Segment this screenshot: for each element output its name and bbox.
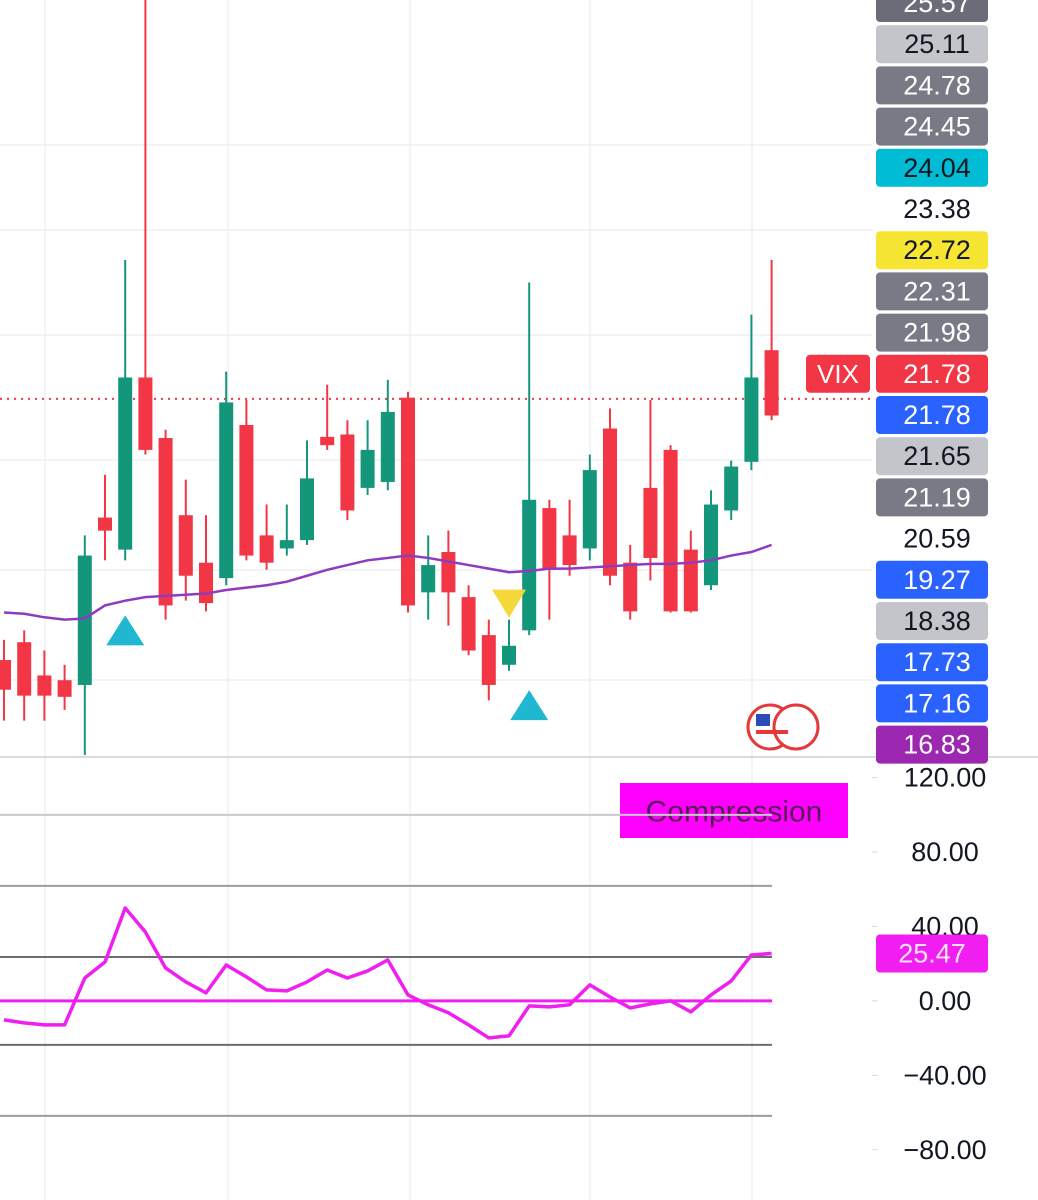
moving-average [3, 543, 773, 621]
price-tag: 21.78 [903, 359, 971, 389]
price-tag-bg [876, 396, 988, 434]
candle-body [0, 660, 11, 690]
price-tag: 17.73 [903, 647, 971, 677]
price-tag: 21.65 [903, 441, 971, 471]
flag-icon [772, 703, 820, 751]
candle-body [199, 562, 213, 604]
price-tag: 21.19 [903, 482, 971, 512]
price-tag-bg [876, 602, 988, 640]
y-tick-label: 120.00 [904, 763, 987, 793]
y-tick-label: −40.00 [903, 1060, 986, 1090]
candle-body [178, 515, 193, 576]
price-tag-bg [876, 437, 988, 476]
price-tag-bg [876, 519, 988, 558]
price-tag-bg [876, 313, 988, 352]
candle-body [320, 436, 335, 446]
price-tag: 25.11 [904, 29, 970, 59]
candle-body [158, 438, 173, 606]
price-tag-bg [876, 107, 988, 146]
candle-body [663, 449, 678, 612]
price-tag: 21.78 [903, 400, 971, 430]
price-tag-bg [876, 560, 988, 599]
price-tag: 20.59 [903, 524, 971, 554]
symbol-tag: VIX [817, 359, 859, 389]
price-tag: 18.38 [903, 606, 971, 636]
price-tag-bg [876, 478, 988, 517]
candle-body [219, 402, 234, 579]
annotation-box [620, 783, 848, 838]
y-tick-label: −80.00 [903, 1135, 986, 1165]
candle-body [421, 565, 436, 593]
y-tick-label: 0.00 [919, 986, 972, 1016]
candle-body [481, 635, 496, 685]
price-tag-bg [876, 148, 988, 187]
candle-body [259, 535, 274, 563]
price-tag-bg [876, 0, 988, 22]
price-tag-bg [876, 190, 988, 228]
candle-body [57, 680, 72, 697]
candle-body [704, 504, 718, 586]
candle-body [744, 377, 759, 462]
candle-body [300, 478, 314, 541]
candle-body [623, 562, 638, 612]
candle-body [582, 470, 597, 549]
candle-body [98, 517, 112, 531]
candle-body [683, 549, 698, 612]
candle-body [502, 645, 516, 665]
price-tag: 23.38 [903, 194, 971, 224]
flag-icons [746, 703, 820, 751]
annotation: Compression [646, 796, 823, 829]
price-tag: 22.31 [903, 276, 971, 306]
candle-body [603, 428, 617, 576]
price-tag: 25.57 [903, 0, 971, 18]
price-tag: 22.72 [903, 235, 971, 265]
candle-body [562, 535, 577, 566]
candle-body [380, 411, 395, 482]
price-tag: 24.45 [903, 112, 971, 142]
signal-marker [510, 690, 549, 721]
price-tag-bg [876, 25, 988, 64]
price-tag: 16.83 [903, 730, 971, 760]
candle-body [37, 675, 52, 696]
oscillator-line [3, 906, 772, 1040]
candle-body [279, 540, 294, 549]
price-tag-bg [876, 231, 988, 270]
candle-body [764, 350, 779, 416]
signal-marker [106, 615, 145, 646]
y-tick-label: 80.00 [911, 837, 979, 867]
candle-body [522, 499, 537, 631]
candle-body [118, 377, 133, 550]
price-tag-bg [876, 725, 988, 764]
price-tag-bg [876, 272, 988, 311]
candle-body [239, 424, 254, 556]
flag-canton [756, 714, 770, 726]
candle-body [360, 449, 375, 488]
candle-body [643, 487, 658, 558]
candle-body [441, 552, 456, 593]
price-tag-bg [876, 684, 988, 723]
price-tag-bg [876, 354, 988, 393]
price-tag: 17.16 [903, 688, 971, 718]
price-tag: 24.78 [903, 70, 971, 100]
signal-marker [492, 589, 526, 618]
price-tag: 24.04 [903, 153, 971, 183]
symbol-tag-bg [806, 354, 870, 393]
last-value-tag-bg [876, 934, 988, 973]
last-value-tag: 25.47 [898, 939, 966, 969]
price-tag: 19.27 [903, 565, 971, 595]
price-tag-bg [876, 643, 988, 682]
candle-body [724, 466, 739, 511]
price-tag-bg [876, 66, 988, 105]
candle-body [340, 434, 355, 511]
candle-body [401, 397, 415, 606]
candle-body [461, 597, 476, 651]
candle-body [77, 555, 92, 685]
candle-body [542, 508, 557, 570]
candle-body [17, 642, 32, 696]
candle-body [138, 377, 153, 450]
price-tag: 21.98 [903, 318, 971, 348]
